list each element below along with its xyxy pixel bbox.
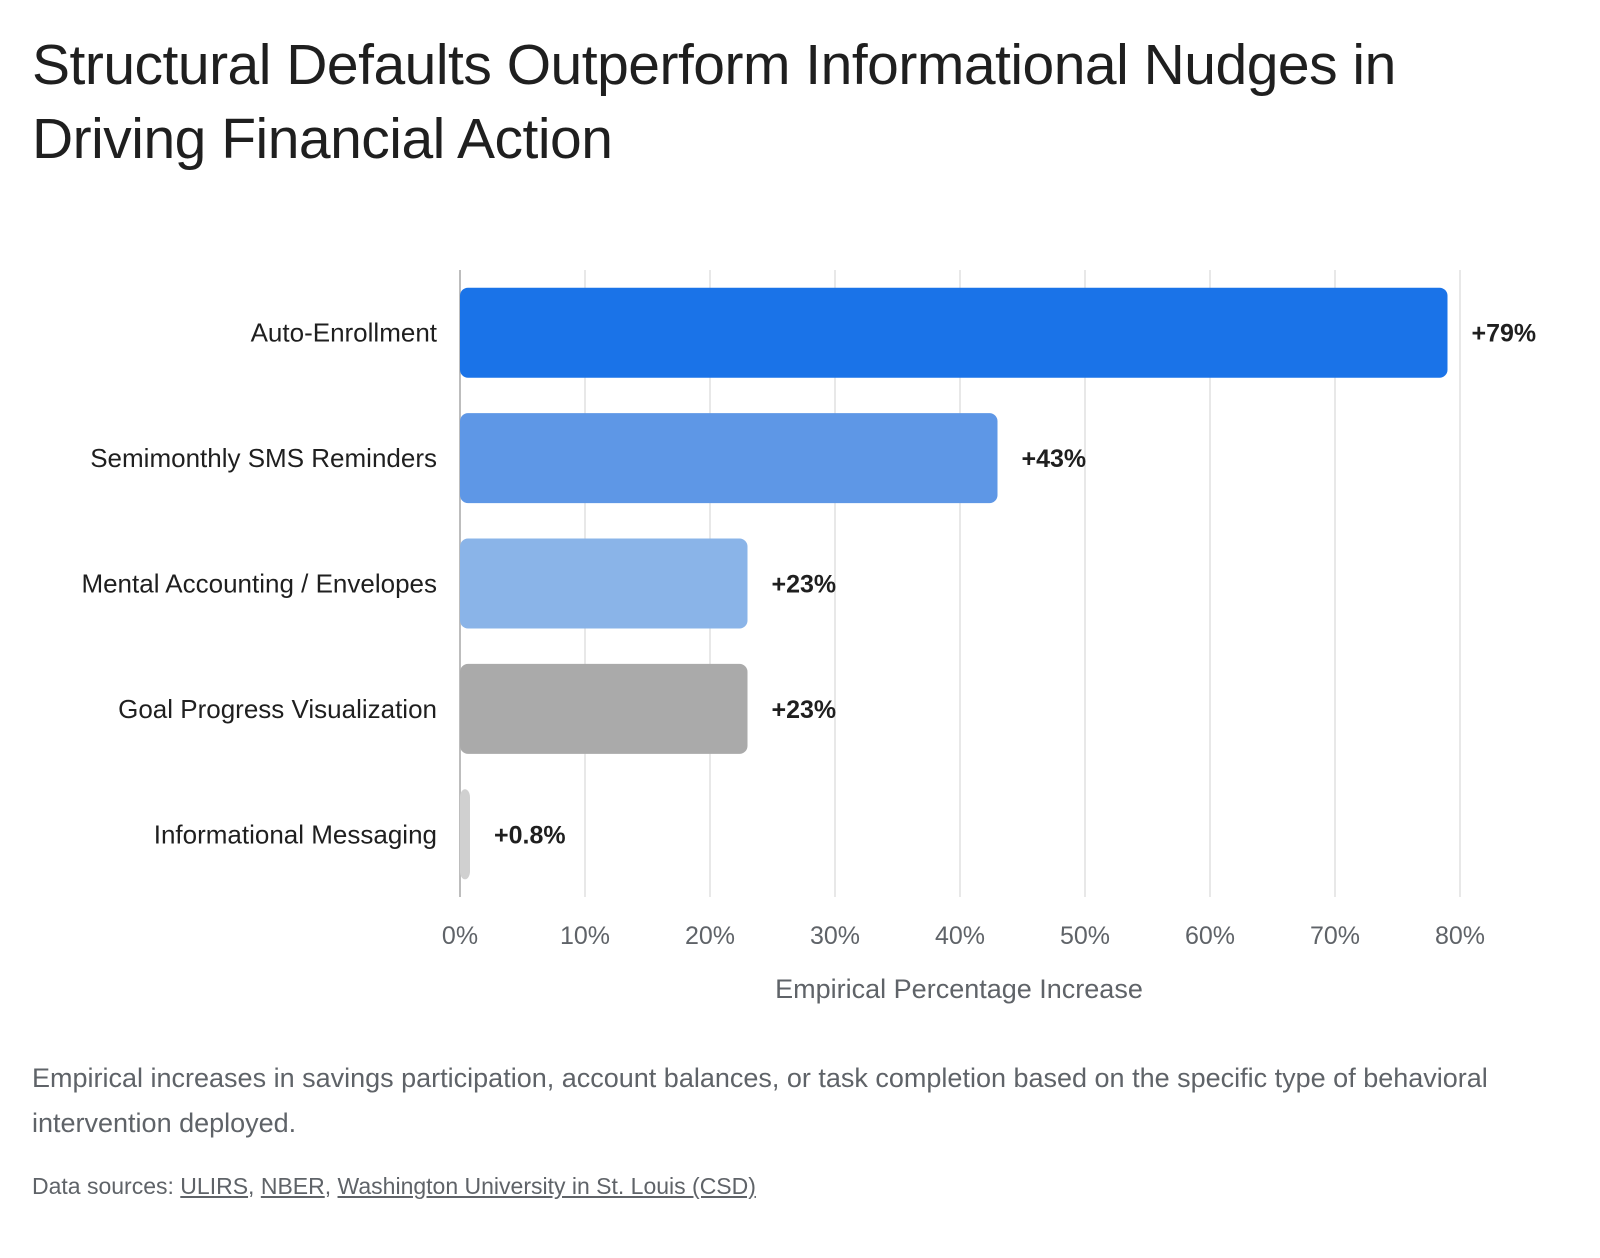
category-label: Auto-Enrollment <box>251 318 438 348</box>
bar <box>460 413 998 504</box>
bar-value-label: +43% <box>1022 445 1087 473</box>
bar-value-label: +79% <box>1472 320 1537 348</box>
category-labels: Auto-Enrollment Semimonthly SMS Reminders… <box>81 318 437 850</box>
bar-value-label: +0.8% <box>494 821 566 849</box>
sources-prefix: Data sources: <box>32 1173 181 1199</box>
source-link-ulirs[interactable]: ULIRS <box>180 1173 249 1199</box>
bar <box>460 538 748 629</box>
bar-value-label: +23% <box>772 571 837 599</box>
x-tick-label: 0% <box>442 922 478 950</box>
sources-separator: , <box>324 1173 338 1199</box>
bar <box>460 663 748 754</box>
x-tick-label: 30% <box>810 922 860 950</box>
x-tick-label: 40% <box>935 922 985 950</box>
x-tick-label: 50% <box>1060 922 1110 950</box>
data-labels: +79% +43% +23% +23% +0.8% <box>494 320 1536 850</box>
bar-chart: Auto-Enrollment Semimonthly SMS Reminders… <box>81 270 1536 1004</box>
x-axis-title: Empirical Percentage Increase <box>775 974 1143 1004</box>
bar <box>460 287 1448 378</box>
x-tick-label: 80% <box>1435 922 1485 950</box>
bar <box>460 789 470 880</box>
category-label: Mental Accounting / Envelopes <box>81 569 437 599</box>
sources-separator: , <box>248 1173 261 1199</box>
x-tick-label: 70% <box>1310 922 1360 950</box>
x-tick-label: 60% <box>1185 922 1235 950</box>
source-link-wustl-csd[interactable]: Washington University in St. Louis (CSD) <box>337 1173 756 1199</box>
category-label: Semimonthly SMS Reminders <box>90 443 437 473</box>
category-label: Informational Messaging <box>154 819 437 849</box>
bars <box>460 287 1448 880</box>
x-tick-label: 20% <box>685 922 735 950</box>
source-link-nber[interactable]: NBER <box>260 1173 325 1199</box>
bar-value-label: +23% <box>772 696 837 724</box>
chart-caption: Empirical increases in savings participa… <box>32 1063 1488 1138</box>
category-label: Goal Progress Visualization <box>118 694 437 724</box>
x-axis-ticks: 0% 10% 20% 30% 40% 50% 60% 70% 80% <box>442 922 1485 950</box>
chart-title: Structural Defaults Outperform Informati… <box>32 33 1396 171</box>
x-tick-label: 10% <box>560 922 610 950</box>
data-sources: Data sources: ULIRS, NBER, Washington Un… <box>32 1170 756 1202</box>
